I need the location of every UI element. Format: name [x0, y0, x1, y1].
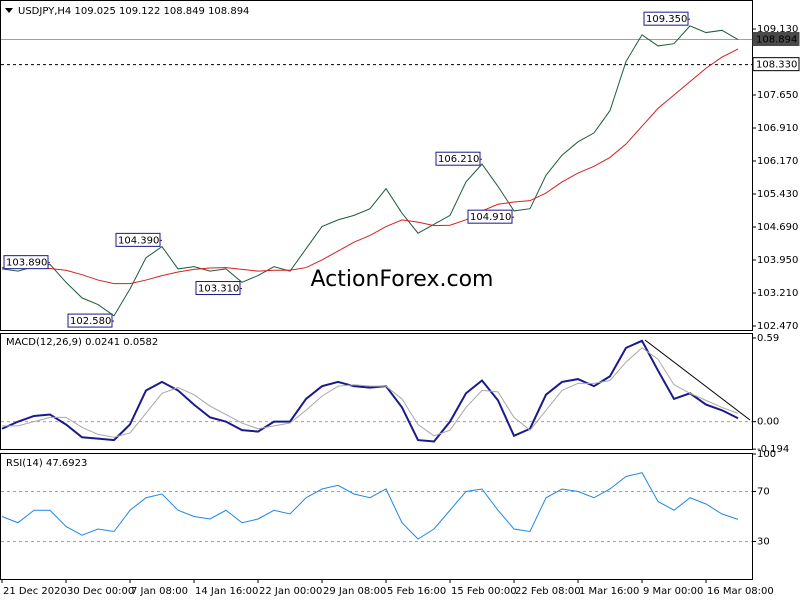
annotation-box	[195, 281, 241, 296]
series-line	[1, 339, 739, 443]
y-tick-label: 106.170	[757, 156, 798, 167]
annotation-label: 104.390	[118, 235, 159, 246]
annotation-label: 106.210	[438, 154, 479, 165]
y-tick-label: 103.210	[757, 288, 798, 299]
series-line	[1, 25, 739, 317]
y-tick-label: 0.00	[757, 417, 779, 428]
x-tick-label: 30 Dec 00:00	[67, 586, 134, 597]
y-tick-label: 109.130	[757, 24, 798, 35]
annotation-box	[115, 232, 161, 247]
macd-panel	[0, 333, 753, 450]
x-tick-label: 16 Mar 08:00	[707, 586, 774, 597]
annotation-box	[467, 209, 513, 224]
price-title: USDJPY,H4 109.025 109.122 108.849 108.89…	[18, 6, 249, 17]
collapse-arrow	[5, 8, 13, 13]
y-tick-label: -0.194	[757, 444, 789, 455]
rsi-title: RSI(14) 47.6923	[6, 458, 87, 469]
y-tick-label: 0.59	[757, 333, 779, 344]
x-tick-label: 29 Jan 08:00	[323, 586, 386, 597]
annotation-label: 102.580	[70, 316, 111, 327]
macd-title: MACD(12,26,9) 0.0241 0.0582	[6, 337, 158, 348]
series-line	[2, 347, 739, 438]
series-line	[1, 472, 739, 540]
y-tick-label: 103.950	[757, 255, 798, 266]
level-label: 108.330	[756, 60, 797, 71]
annotation-label: 103.310	[198, 284, 239, 295]
x-tick-label: 14 Jan 16:00	[195, 586, 258, 597]
y-tick-label: 100	[757, 449, 776, 460]
annotation-box	[643, 11, 689, 26]
rsi-panel	[0, 453, 753, 580]
level-label-box	[752, 32, 800, 47]
annotation-label: 103.890	[6, 258, 47, 269]
x-tick-label: 22 Feb 08:00	[515, 586, 581, 597]
level-label-box	[752, 57, 800, 72]
trendline	[644, 339, 751, 421]
annotation-box	[435, 151, 481, 166]
x-tick-label: 7 Jan 08:00	[131, 586, 188, 597]
x-tick-label: 15 Feb 00:00	[451, 586, 517, 597]
x-tick-label: 1 Mar 16:00	[579, 586, 639, 597]
x-tick-label: 21 Dec 2020	[3, 586, 67, 597]
annotation-box	[67, 313, 113, 328]
y-tick-label: 105.430	[757, 189, 798, 200]
series-line	[1, 48, 739, 285]
x-tick-label: 22 Jan 00:00	[259, 586, 322, 597]
y-tick-label: 104.690	[757, 222, 798, 233]
y-tick-label: 30	[757, 537, 770, 548]
y-tick-label: 70	[757, 487, 770, 498]
annotation-box	[3, 255, 49, 270]
y-tick-label: 102.470	[757, 321, 798, 332]
y-tick-label: 107.650	[757, 90, 798, 101]
x-tick-label: 5 Feb 16:00	[387, 586, 446, 597]
price-panel	[0, 0, 753, 331]
annotation-label: 104.910	[470, 212, 511, 223]
x-tick-label: 9 Mar 00:00	[643, 586, 703, 597]
level-label: 108.894	[756, 35, 797, 46]
watermark: ActionForex.com	[311, 267, 494, 292]
y-tick-label: 106.910	[757, 123, 798, 134]
annotation-label: 109.350	[646, 14, 687, 25]
